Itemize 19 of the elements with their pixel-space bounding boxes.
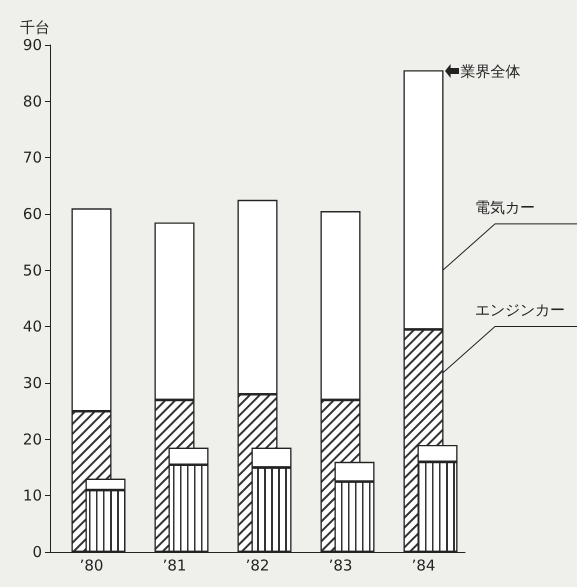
y-axis-title: 千台 — [20, 18, 50, 36]
y-tick-label: 60 — [22, 205, 42, 223]
annotation: 業界全体 — [460, 62, 520, 80]
y-tick-label: 0 — [32, 543, 42, 561]
y-tick-label: 30 — [22, 374, 42, 392]
x-tick-label: ’81 — [162, 556, 186, 574]
x-tick-label: ’84 — [412, 556, 436, 574]
y-tick-label: 10 — [22, 486, 42, 505]
x-tick-label: ’83 — [328, 556, 352, 574]
y-tick-label: 70 — [22, 148, 42, 167]
y-tick-label: 40 — [22, 318, 42, 336]
text: エンジンカー — [475, 301, 565, 320]
y-tick-label: 90 — [22, 36, 42, 54]
y-tick-label: 80 — [22, 92, 42, 110]
text: 電気カー — [475, 198, 535, 216]
y-tick-label: 50 — [22, 261, 42, 280]
y-tick-label: 20 — [22, 430, 42, 448]
x-tick-label: ’82 — [246, 556, 270, 574]
x-tick-label: ’80 — [80, 556, 104, 574]
